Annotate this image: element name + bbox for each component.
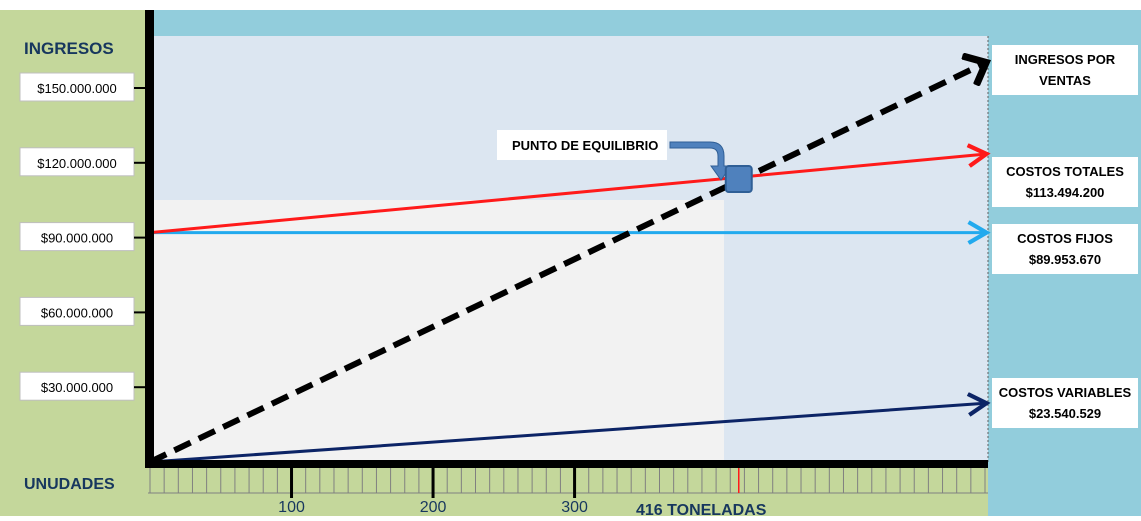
y-tick-label: $30.000.000 <box>41 380 113 395</box>
x-tick-label: 200 <box>420 499 447 516</box>
x-ticks: 100 200 300 <box>278 466 588 516</box>
break-even-marker <box>724 165 753 194</box>
y-tick-label-box <box>19 296 135 326</box>
break-even-label-box <box>497 130 667 160</box>
x-axis-ruler <box>148 468 988 494</box>
x-tick-label: 100 <box>278 499 305 516</box>
break-even-x-label: 416 TONELADAS <box>636 502 767 516</box>
y-tick-label-box <box>19 371 135 401</box>
legend-series-name: INGRESOS POR <box>1015 52 1116 67</box>
plot-area-right <box>724 200 988 460</box>
x-tick-label: 300 <box>561 499 588 516</box>
legend-box <box>992 45 1138 95</box>
top-band-bg <box>148 10 988 36</box>
legend: INGRESOS POR VENTAS COSTOS TOTALES $113.494… <box>992 45 1138 428</box>
legend-box <box>992 378 1138 428</box>
y-tick-label: $120.000.000 <box>37 156 117 171</box>
y-axis-title: INGRESOS <box>24 39 114 58</box>
legend-series-name-line2: VENTAS <box>1039 73 1091 88</box>
series-layer <box>148 63 985 465</box>
break-even-callout-arrow <box>669 141 732 181</box>
legend-series-name: COSTOS VARIABLES <box>999 385 1132 400</box>
y-tick-label: $90.000.000 <box>41 231 113 246</box>
x-axis-title: UNUDADES <box>24 476 115 493</box>
y-axis-line <box>145 10 154 466</box>
y-tick-label-box <box>19 72 135 102</box>
y-tick-label: $60.000.000 <box>41 305 113 320</box>
legend-series-value: $89.953.670 <box>1029 252 1101 267</box>
x-axis-band-bg <box>148 466 988 516</box>
series-line-costos-variables <box>149 403 985 464</box>
legend-series-value: $113.494.200 <box>1026 185 1105 200</box>
legend-box <box>992 157 1138 207</box>
y-tick-label: $150.000.000 <box>37 81 117 96</box>
legend-box <box>992 224 1138 274</box>
series-line-ingresos-por-ventas <box>148 63 985 465</box>
y-tick-label-box <box>19 222 135 252</box>
break-even-label: PUNTO DE EQUILIBRIO <box>512 138 658 153</box>
legend-series-name: COSTOS FIJOS <box>1017 231 1113 246</box>
plot-area-upper <box>154 36 988 200</box>
legend-series-value: $23.540.529 <box>1029 406 1101 421</box>
series-line-costos-totales <box>149 154 985 235</box>
y-ticks: $150.000.000 $120.000.000 $90.000.000 $60.0… <box>19 72 146 401</box>
x-axis-line <box>145 460 988 468</box>
legend-series-name: COSTOS TOTALES <box>1006 164 1124 179</box>
